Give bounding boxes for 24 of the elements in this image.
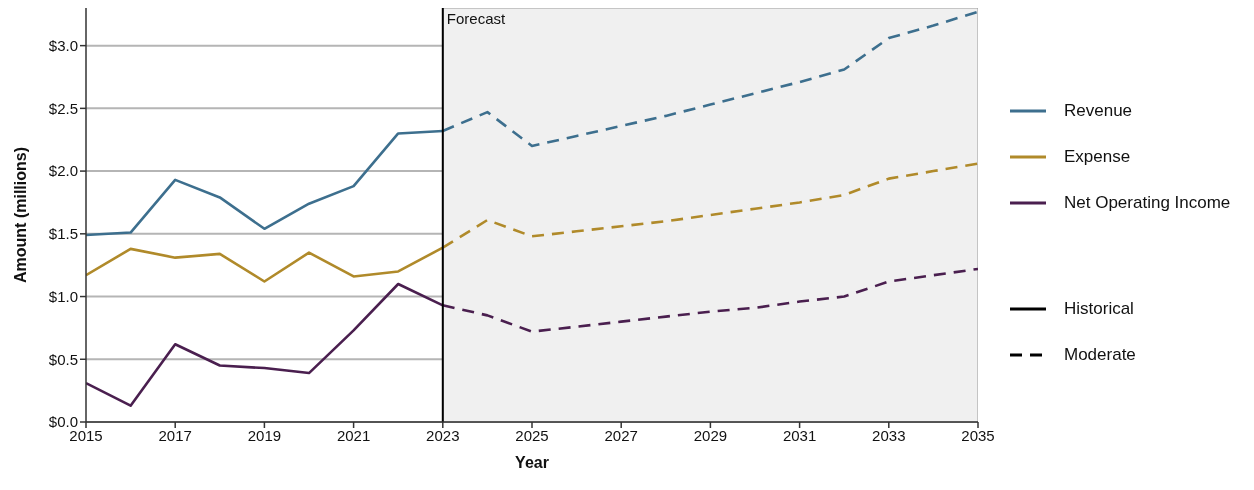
ref-line-label: Forecast <box>446 10 506 27</box>
text: Historical <box>1064 299 1134 319</box>
text: Moderate <box>1064 345 1136 365</box>
x-tick-label: 2033 <box>872 426 906 444</box>
y-tick-label: $2.0 <box>48 162 78 180</box>
x-tick-label: 2025 <box>515 426 549 444</box>
x-tick-label: 2027 <box>604 426 638 444</box>
legend-label: Revenue <box>1064 101 1133 121</box>
x-tick-label: 2019 <box>247 426 282 444</box>
x-tick-label: 2031 <box>782 426 817 444</box>
y-axis-title: Amount (millions) <box>11 147 29 283</box>
x-tick-label: 2035 <box>961 426 995 444</box>
y-tick-label: $1.5 <box>48 225 78 243</box>
x-tick-label: 2029 <box>693 426 728 444</box>
legend-label: Expense <box>1064 147 1131 167</box>
y-tick-label: $3.0 <box>48 36 78 54</box>
y-tick-label: $1.0 <box>48 287 78 305</box>
x-tick-label: 2017 <box>158 426 192 444</box>
legend-label: Net Operating Income <box>1064 193 1231 213</box>
x-tick-label: 2023 <box>426 426 460 444</box>
x-tick-label: 2021 <box>336 426 371 444</box>
y-tick-label: $2.5 <box>48 99 78 117</box>
y-tick-label: $0.5 <box>48 350 78 368</box>
x-axis-title: Year <box>515 454 549 471</box>
